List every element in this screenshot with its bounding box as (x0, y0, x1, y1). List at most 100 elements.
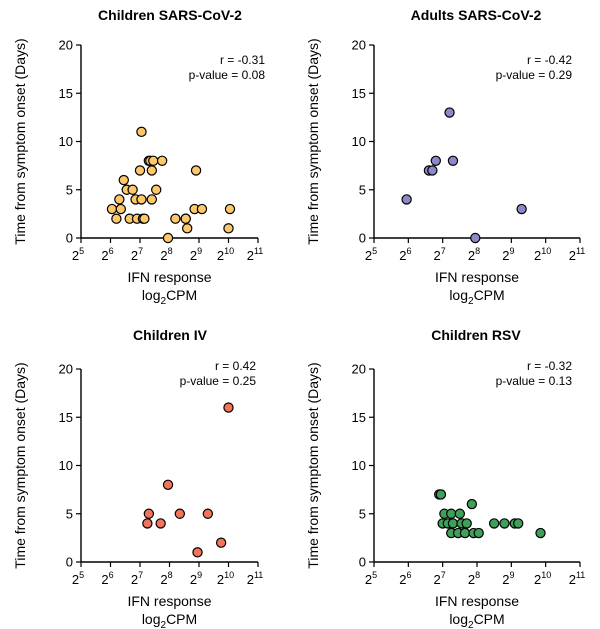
x-tick-exponent: 5 (79, 570, 84, 580)
x-tick-label: 29 (502, 246, 514, 263)
x-tick-label: 28 (468, 570, 480, 587)
x-tick-base: 2 (217, 248, 224, 263)
x-tick-exponent: 7 (441, 570, 446, 580)
x-tick-exponent: 6 (406, 570, 411, 580)
data-point (106, 203, 118, 215)
x-axis-unit-log: log (142, 287, 161, 303)
x-tick-base: 2 (101, 572, 108, 587)
correlation-r: r = -0.31 (220, 53, 265, 67)
x-tick-base: 2 (365, 572, 372, 587)
y-tick-label: 10 (59, 458, 73, 473)
x-tick-exponent: 9 (509, 570, 514, 580)
data-point (466, 498, 478, 510)
x-axis-unit-suffix: CPM (166, 611, 197, 627)
data-point (151, 184, 162, 195)
data-point (136, 194, 147, 205)
data-point (444, 107, 455, 118)
y-axis-label: Time from symptom onset (Days) (12, 362, 28, 568)
data-point (516, 203, 527, 215)
x-axis-unit-sub: 2 (468, 296, 474, 307)
data-point (454, 508, 466, 519)
x-tick-exponent: 5 (79, 246, 84, 256)
x-tick-label: 25 (72, 246, 84, 263)
correlation-p-value: p-value = 0.25 (180, 374, 257, 388)
x-tick-base: 2 (502, 572, 509, 587)
data-point (215, 537, 227, 548)
y-tick-label: 0 (359, 231, 366, 246)
x-tick-exponent: 7 (138, 246, 143, 256)
correlation-p-value: p-value = 0.08 (189, 68, 266, 82)
x-tick-base: 2 (502, 248, 509, 263)
x-tick-label: 26 (399, 570, 411, 587)
data-point (146, 194, 157, 205)
data-point (224, 203, 236, 215)
x-tick-label: 25 (365, 246, 377, 263)
data-point (473, 527, 484, 539)
x-tick-base: 2 (534, 248, 541, 263)
x-tick-label: 28 (468, 246, 480, 263)
data-point (447, 518, 459, 529)
y-tick-label: 5 (359, 506, 366, 521)
y-tick-label: 5 (66, 182, 73, 197)
x-tick-label: 211 (247, 570, 264, 587)
x-tick-label: 211 (247, 246, 264, 263)
y-tick-label: 0 (66, 231, 73, 246)
data-point (535, 527, 546, 539)
y-tick-label: 10 (352, 458, 366, 473)
x-tick-label: 27 (131, 570, 143, 587)
x-tick-label: 27 (434, 246, 446, 263)
data-point (111, 213, 122, 224)
x-axis-unit-label: log2CPM (142, 611, 197, 629)
x-tick-base: 2 (434, 572, 441, 587)
data-point (401, 194, 412, 205)
x-axis-unit-log: log (142, 611, 161, 627)
x-tick-base: 2 (190, 248, 197, 263)
data-point (134, 165, 146, 176)
data-point (223, 402, 234, 413)
x-tick-label: 210 (217, 570, 234, 587)
x-tick-base: 2 (534, 572, 541, 587)
x-tick-label: 27 (131, 246, 143, 263)
x-tick-label: 210 (534, 246, 551, 263)
y-tick-label: 0 (359, 555, 366, 570)
x-tick-exponent: 9 (509, 246, 514, 256)
x-axis-unit-sub: 2 (161, 620, 167, 629)
x-tick-exponent: 7 (138, 570, 143, 580)
y-tick-label: 0 (66, 555, 73, 570)
x-tick-exponent: 11 (254, 246, 263, 256)
x-tick-exponent: 5 (372, 246, 377, 256)
x-tick-base: 2 (72, 248, 79, 263)
chart-title: Children RSV (431, 327, 521, 343)
correlation-r: r = -0.42 (527, 53, 572, 67)
x-tick-exponent: 10 (224, 570, 234, 580)
data-point (156, 155, 168, 166)
x-tick-base: 2 (160, 248, 167, 263)
x-axis-unit-log: log (449, 611, 468, 627)
y-axis-label: Time from symptom onset (Days) (305, 38, 321, 244)
x-tick-base: 2 (72, 572, 79, 587)
data-point (427, 165, 438, 176)
y-axis-label: Time from symptom onset (Days) (305, 362, 321, 568)
chart-title: Children IV (133, 327, 208, 343)
data-point (162, 232, 174, 244)
y-tick-label: 20 (59, 362, 73, 377)
x-tick-base: 2 (247, 248, 254, 263)
y-tick-label: 5 (359, 182, 366, 197)
x-tick-exponent: 8 (168, 570, 173, 580)
x-tick-label: 28 (160, 246, 172, 263)
x-tick-label: 29 (190, 570, 202, 587)
data-point (114, 194, 125, 205)
correlation-r: r = 0.42 (215, 359, 256, 373)
data-point (146, 165, 157, 176)
y-axis-label: Time from symptom onset (Days) (12, 38, 28, 244)
x-tick-base: 2 (569, 572, 576, 587)
y-tick-label: 10 (352, 134, 366, 149)
x-tick-base: 2 (399, 572, 406, 587)
x-tick-exponent: 6 (109, 570, 114, 580)
x-axis-unit-label: log2CPM (142, 287, 197, 307)
data-point (162, 479, 174, 490)
x-tick-label: 210 (217, 246, 234, 263)
